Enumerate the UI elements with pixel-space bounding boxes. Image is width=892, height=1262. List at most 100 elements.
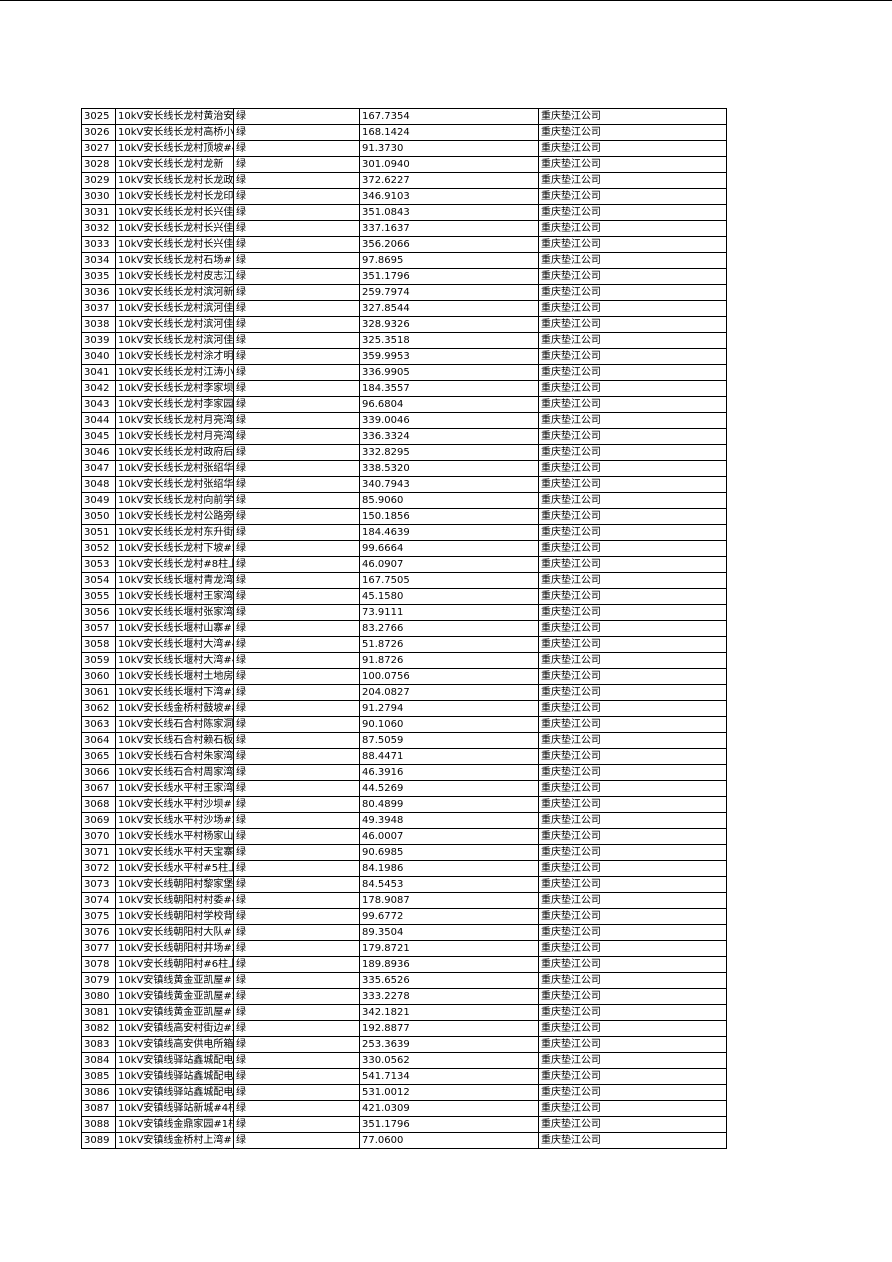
company: 重庆垫江公司 [539,845,727,861]
company: 重庆垫江公司 [539,653,727,669]
value: 45.1580 [360,589,539,605]
color-label: 绿 [234,189,360,205]
company: 重庆垫江公司 [539,541,727,557]
row-id: 3062 [82,701,116,717]
company: 重庆垫江公司 [539,397,727,413]
row-id: 3035 [82,269,116,285]
value: 91.2794 [360,701,539,717]
value: 167.7354 [360,109,539,125]
company: 重庆垫江公司 [539,957,727,973]
color-label: 绿 [234,845,360,861]
line-name: 10kV安长线长龙村张绍华 [116,477,234,493]
color-label: 绿 [234,381,360,397]
company: 重庆垫江公司 [539,1053,727,1069]
value: 96.6804 [360,397,539,413]
color-label: 绿 [234,429,360,445]
table-row: 3026 10kV安长线长龙村高桥小绿 168.1424 重庆垫江公司 [82,125,727,141]
value: 44.5269 [360,781,539,797]
row-id: 3056 [82,605,116,621]
row-id: 3075 [82,909,116,925]
company: 重庆垫江公司 [539,189,727,205]
value: 83.2766 [360,621,539,637]
company: 重庆垫江公司 [539,445,727,461]
company: 重庆垫江公司 [539,813,727,829]
table-row: 3060 10kV安长线长堰村土地房绿 100.0756 重庆垫江公司 [82,669,727,685]
row-id: 3064 [82,733,116,749]
value: 325.3518 [360,333,539,349]
value: 359.9953 [360,349,539,365]
row-id: 3029 [82,173,116,189]
company: 重庆垫江公司 [539,1037,727,1053]
color-label: 绿 [234,1101,360,1117]
color-label: 绿 [234,717,360,733]
company: 重庆垫江公司 [539,557,727,573]
table-row: 3032 10kV安长线长龙村长兴佳绿 337.1637 重庆垫江公司 [82,221,727,237]
line-name: 10kV安长线长龙村张绍华 [116,461,234,477]
row-id: 3057 [82,621,116,637]
value: 150.1856 [360,509,539,525]
company: 重庆垫江公司 [539,621,727,637]
row-id: 3031 [82,205,116,221]
value: 421.0309 [360,1101,539,1117]
line-name: 10kV安长线长龙村向前学 [116,493,234,509]
color-label: 绿 [234,1053,360,1069]
value: 340.7943 [360,477,539,493]
table-row: 3050 10kV安长线长龙村公路旁绿 150.1856 重庆垫江公司 [82,509,727,525]
table-row: 3085 10kV安镇线驿站鑫城配电绿 541.7134 重庆垫江公司 [82,1069,727,1085]
company: 重庆垫江公司 [539,973,727,989]
table-row: 3088 10kV安镇线金鼎家园#1柱绿 351.1796 重庆垫江公司 [82,1117,727,1133]
row-id: 3038 [82,317,116,333]
line-name: 10kV安长线长龙村长兴佳 [116,221,234,237]
line-name: 10kV安长线朝阳村学校背 [116,909,234,925]
company: 重庆垫江公司 [539,429,727,445]
value: 167.7505 [360,573,539,589]
color-label: 绿 [234,589,360,605]
line-name: 10kV安长线长龙村月亮湾 [116,413,234,429]
value: 335.6526 [360,973,539,989]
line-name: 10kV安长线水平村杨家山 [116,829,234,845]
table-row: 3078 10kV安长线朝阳村#6柱上绿 189.8936 重庆垫江公司 [82,957,727,973]
value: 97.8695 [360,253,539,269]
row-id: 3086 [82,1085,116,1101]
table-row: 3043 10kV安长线长龙村李家园绿 96.6804 重庆垫江公司 [82,397,727,413]
row-id: 3089 [82,1133,116,1149]
company: 重庆垫江公司 [539,749,727,765]
line-name: 10kV安长线石合村周家湾 [116,765,234,781]
row-id: 3079 [82,973,116,989]
line-name: 10kV安长线水平村王家湾 [116,781,234,797]
table-row: 3052 10kV安长线长龙村下坡#5 绿 99.6664 重庆垫江公司 [82,541,727,557]
color-label: 绿 [234,1085,360,1101]
company: 重庆垫江公司 [539,141,727,157]
company: 重庆垫江公司 [539,301,727,317]
table-row: 3073 10kV安长线朝阳村黎家堡绿 84.5453 重庆垫江公司 [82,877,727,893]
row-id: 3053 [82,557,116,573]
company: 重庆垫江公司 [539,637,727,653]
company: 重庆垫江公司 [539,1117,727,1133]
company: 重庆垫江公司 [539,493,727,509]
company: 重庆垫江公司 [539,477,727,493]
company: 重庆垫江公司 [539,861,727,877]
value: 333.2278 [360,989,539,1005]
line-name: 10kV安长线长堰村王家湾 [116,589,234,605]
table-row: 3071 10kV安长线水平村天宝寨绿 90.6985 重庆垫江公司 [82,845,727,861]
color-label: 绿 [234,669,360,685]
company: 重庆垫江公司 [539,525,727,541]
line-name: 10kV安长线长龙村李家坝 [116,381,234,397]
line-name: 10kV安长线长龙村高桥小 [116,125,234,141]
row-id: 3027 [82,141,116,157]
color-label: 绿 [234,365,360,381]
company: 重庆垫江公司 [539,413,727,429]
company: 重庆垫江公司 [539,157,727,173]
company: 重庆垫江公司 [539,269,727,285]
color-label: 绿 [234,1069,360,1085]
color-label: 绿 [234,1133,360,1149]
row-id: 3071 [82,845,116,861]
company: 重庆垫江公司 [539,173,727,189]
value: 168.1424 [360,125,539,141]
row-id: 3042 [82,381,116,397]
line-name: 10kV安长线石合村赖石板 [116,733,234,749]
line-name: 10kV安长线长龙村长兴佳 [116,237,234,253]
company: 重庆垫江公司 [539,1133,727,1149]
value: 80.4899 [360,797,539,813]
